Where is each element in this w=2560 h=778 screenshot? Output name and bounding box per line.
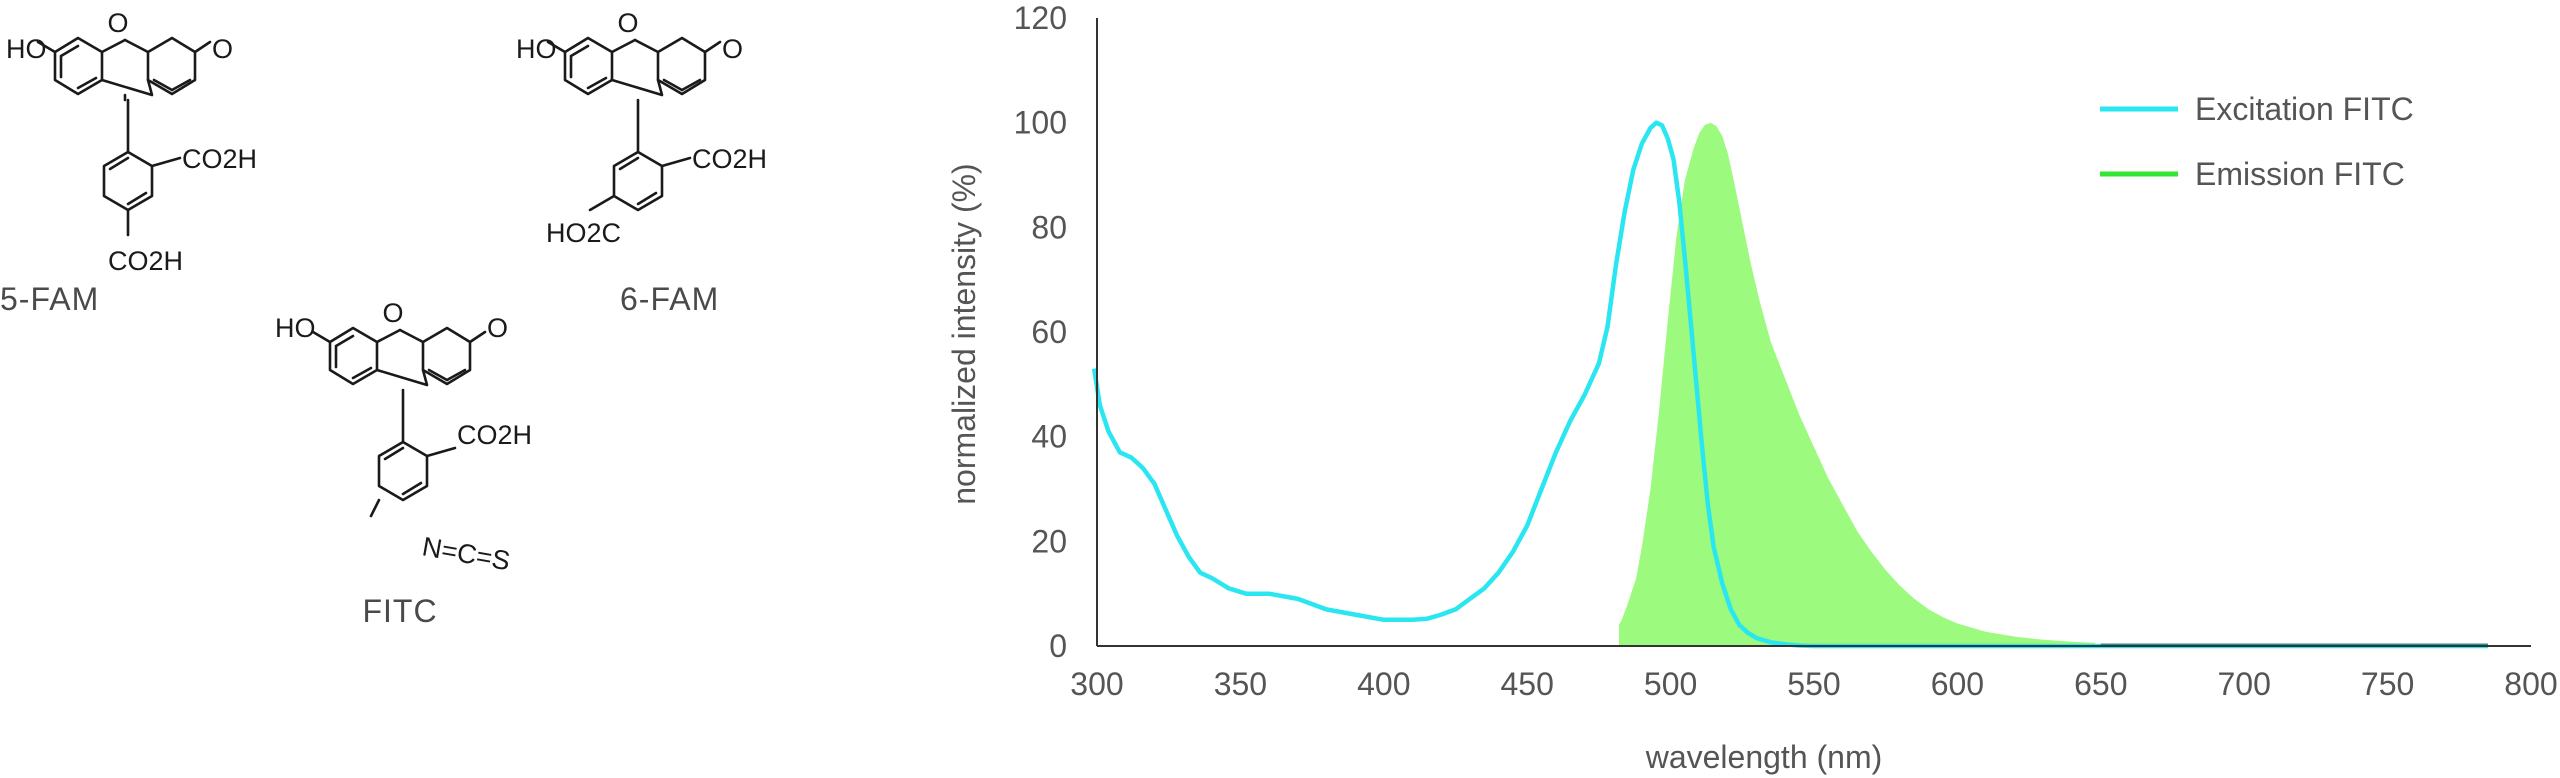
y-tick-label: 100 xyxy=(1014,105,1067,141)
structure-6-fam-ring-o: O xyxy=(617,8,638,38)
y-tick-label: 60 xyxy=(1031,314,1067,350)
structure-6-fam: HO O O CO2H HO2C 6-FAM xyxy=(516,8,767,317)
structure-6-fam-top-left: HO xyxy=(516,34,557,64)
excitation-line xyxy=(1091,120,2488,649)
x-tick-label: 750 xyxy=(2361,666,2414,702)
structure-fitc-ring-o: O xyxy=(382,298,403,328)
y-tick-label: 120 xyxy=(1014,0,1067,36)
structure-fitc: HO O O CO2H N=C=S FITC xyxy=(275,298,532,629)
structure-5-fam-top-right: O xyxy=(212,34,233,64)
y-tick-label: 80 xyxy=(1031,209,1067,245)
x-tick-label: 800 xyxy=(2504,666,2557,702)
series-layer xyxy=(1091,120,2488,649)
structure-5-fam-ring-o: O xyxy=(107,8,128,38)
structure-6-fam-top-right: O xyxy=(722,34,743,64)
legend-label-excitation: Excitation FITC xyxy=(2195,91,2414,127)
emission-area xyxy=(1618,122,2096,646)
structure-5-fam-top-left: HO xyxy=(6,34,47,64)
x-tick-label: 300 xyxy=(1070,666,1123,702)
x-tick-label: 500 xyxy=(1644,666,1697,702)
structure-5-fam-sub1: CO2H xyxy=(182,144,257,174)
x-tick-label: 350 xyxy=(1214,666,1267,702)
structure-fitc-top-left: HO xyxy=(275,313,316,343)
structure-6-fam-sub2: HO2C xyxy=(546,218,621,248)
structure-5-fam-sub2: CO2H xyxy=(108,246,183,276)
structure-6-fam-bonds xyxy=(546,36,722,212)
structure-5-fam: HO O O CO2H CO2H 5-FAM xyxy=(0,8,257,317)
structure-6-fam-sub1: CO2H xyxy=(692,144,767,174)
structure-5-fam-label: 5-FAM xyxy=(0,281,99,317)
x-tick-label: 650 xyxy=(2074,666,2127,702)
y-tick-labels: 0 20 40 60 80 100 120 xyxy=(1014,0,1067,664)
legend: Excitation FITC Emission FITC xyxy=(2100,91,2414,192)
structure-fitc-top-right: O xyxy=(487,313,508,343)
structure-6-fam-label: 6-FAM xyxy=(620,281,719,317)
spectrum-chart: 300 350 400 450 500 550 600 650 700 750 800 0 20 40 6… xyxy=(946,0,2558,775)
structure-fitc-sub2: N=C=S xyxy=(420,531,512,576)
x-tick-label: 700 xyxy=(2218,666,2271,702)
structure-5-fam-bonds xyxy=(36,36,212,237)
y-tick-label: 40 xyxy=(1031,419,1067,455)
y-tick-label: 20 xyxy=(1031,523,1067,559)
structure-fitc-bonds xyxy=(311,326,487,518)
x-tick-label: 400 xyxy=(1357,666,1410,702)
structure-fitc-label: FITC xyxy=(362,593,437,629)
y-tick-label: 0 xyxy=(1049,628,1067,664)
y-axis-title: normalized intensity (%) xyxy=(946,163,982,504)
x-axis-title: wavelength (nm) xyxy=(1645,739,1883,775)
legend-label-emission: Emission FITC xyxy=(2195,156,2405,192)
x-tick-label: 550 xyxy=(1787,666,1840,702)
x-tick-labels: 300 350 400 450 500 550 600 650 700 750 800 xyxy=(1070,666,2557,702)
structure-fitc-sub1: CO2H xyxy=(457,420,532,450)
x-tick-label: 600 xyxy=(1931,666,1984,702)
x-tick-label: 450 xyxy=(1501,666,1554,702)
